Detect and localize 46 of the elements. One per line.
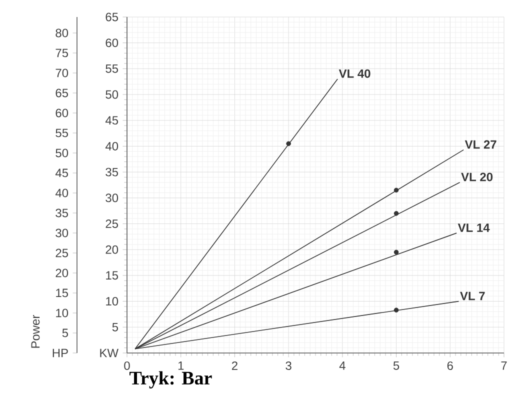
y-tick-label: 10 bbox=[106, 297, 118, 306]
y2-tick-label: 10 bbox=[56, 308, 68, 318]
x-tick-label: 5 bbox=[393, 361, 400, 370]
x-tick-label: 2 bbox=[232, 361, 238, 370]
y2-tick-label: 50 bbox=[56, 148, 68, 158]
series-label: VL 20 bbox=[461, 172, 493, 182]
y2-tick-label: 60 bbox=[56, 108, 68, 118]
y2-axis-title: Power bbox=[31, 314, 40, 348]
x-tick-label: 4 bbox=[339, 361, 346, 370]
y-tick-label: 15 bbox=[106, 271, 118, 280]
y2-tick-label: 40 bbox=[55, 188, 68, 198]
y-tick-label: 45 bbox=[105, 116, 118, 125]
y2-tick-label: 35 bbox=[56, 208, 68, 218]
series-label: VL 7 bbox=[460, 292, 485, 300]
y-tick-label: 25 bbox=[106, 220, 118, 228]
x-tick-label: 0 bbox=[124, 361, 130, 370]
y-tick-label: 50 bbox=[106, 90, 118, 99]
y-tick-label: 40 bbox=[105, 142, 118, 150]
x-tick-label: 1 bbox=[178, 361, 184, 370]
y2-tick-label: 25 bbox=[56, 248, 68, 258]
y2-tick-label: 45 bbox=[55, 168, 68, 178]
y-tick-label: 60 bbox=[106, 38, 118, 48]
y2-tick-label: 75 bbox=[56, 48, 68, 58]
series-label: VL 14 bbox=[458, 224, 490, 232]
y-tick-label: 65 bbox=[106, 12, 118, 22]
y-tick-label: 30 bbox=[106, 194, 118, 202]
y2-tick-label: 20 bbox=[56, 268, 68, 278]
x-tick-label: 3 bbox=[286, 361, 292, 370]
y2-tick-label: 30 bbox=[56, 228, 68, 238]
y-tick-label: KW bbox=[100, 348, 118, 358]
series-label: VL 40 bbox=[338, 69, 370, 78]
y2-tick-label: 80 bbox=[56, 28, 68, 38]
y-tick-label: 20 bbox=[106, 245, 118, 254]
series-label: VL 27 bbox=[464, 140, 496, 149]
y2-tick-label: 65 bbox=[56, 88, 68, 98]
y-tick-label: 55 bbox=[106, 64, 118, 73]
x-axis-title: Tryk: Bar bbox=[130, 371, 212, 388]
y2-tick-label: HP bbox=[52, 348, 68, 358]
y2-tick-label: 5 bbox=[62, 328, 68, 338]
x-tick-label: 7 bbox=[501, 361, 507, 370]
y2-tick-label: 70 bbox=[56, 68, 68, 78]
x-tick-label: 6 bbox=[447, 361, 453, 370]
y-tick-label: 35 bbox=[106, 168, 118, 176]
y-tick-label: 5 bbox=[112, 322, 118, 332]
y2-tick-label: 55 bbox=[56, 128, 68, 138]
y2-tick-label: 15 bbox=[56, 288, 68, 298]
